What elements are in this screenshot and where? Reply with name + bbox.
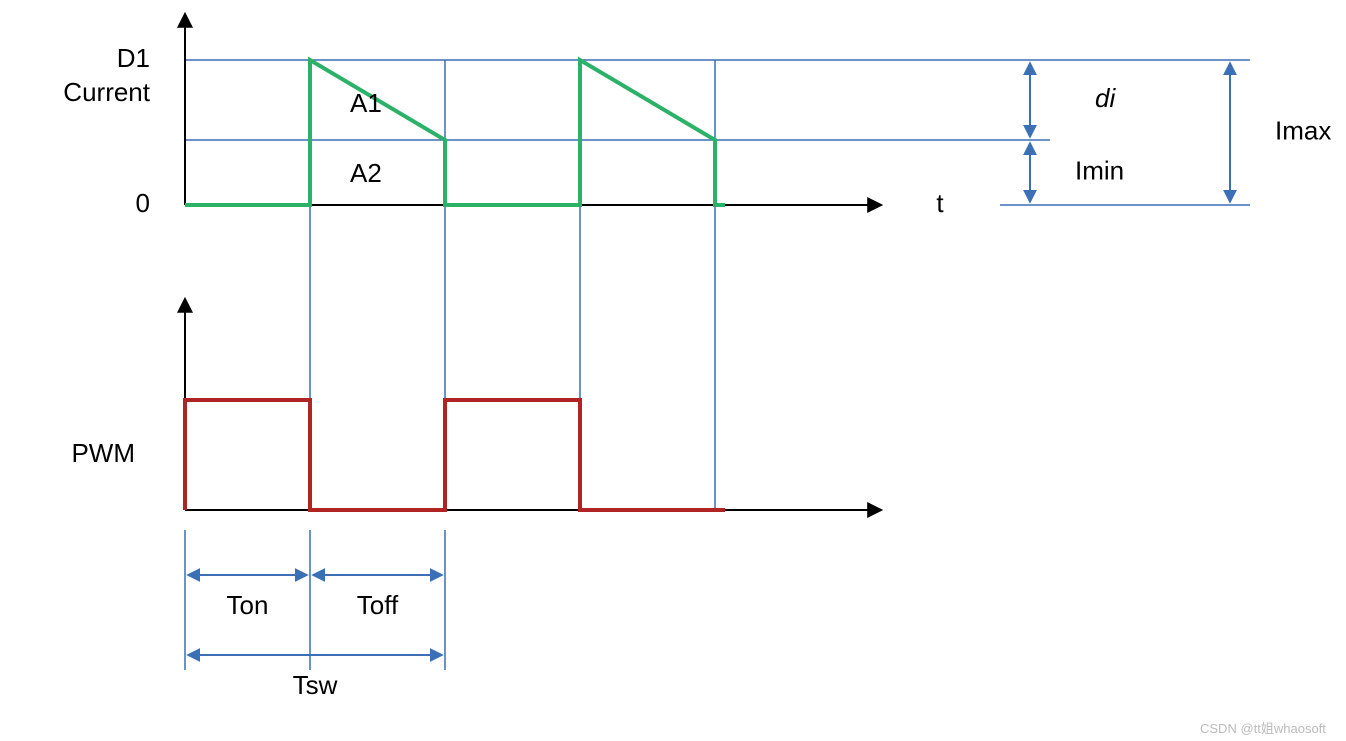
label-toff: Toff [357,590,399,620]
guide-lines [185,60,1250,670]
label-a1: A1 [350,88,382,118]
axes [185,15,880,510]
label-di: di [1095,83,1116,113]
label-t: t [936,188,944,218]
watermark-text: CSDN @tt姐whaosoft [1200,718,1326,737]
label-a2: A2 [350,158,382,188]
label-imin: Imin [1075,155,1124,185]
label-zero: 0 [136,188,150,218]
pwm-waveform [185,400,725,510]
label-ton: Ton [227,590,269,620]
dimension-arrows [189,64,1230,655]
label-imax: Imax [1275,115,1331,145]
text-labels: D1 Current 0 t A1 A2 di Imin Imax PWM Ton Toff Tsw [63,43,1331,700]
label-d1: D1 [117,43,150,73]
current-waveform [185,60,725,205]
label-current: Current [63,77,150,107]
label-pwm: PWM [71,438,135,468]
label-tsw: Tsw [293,670,338,700]
